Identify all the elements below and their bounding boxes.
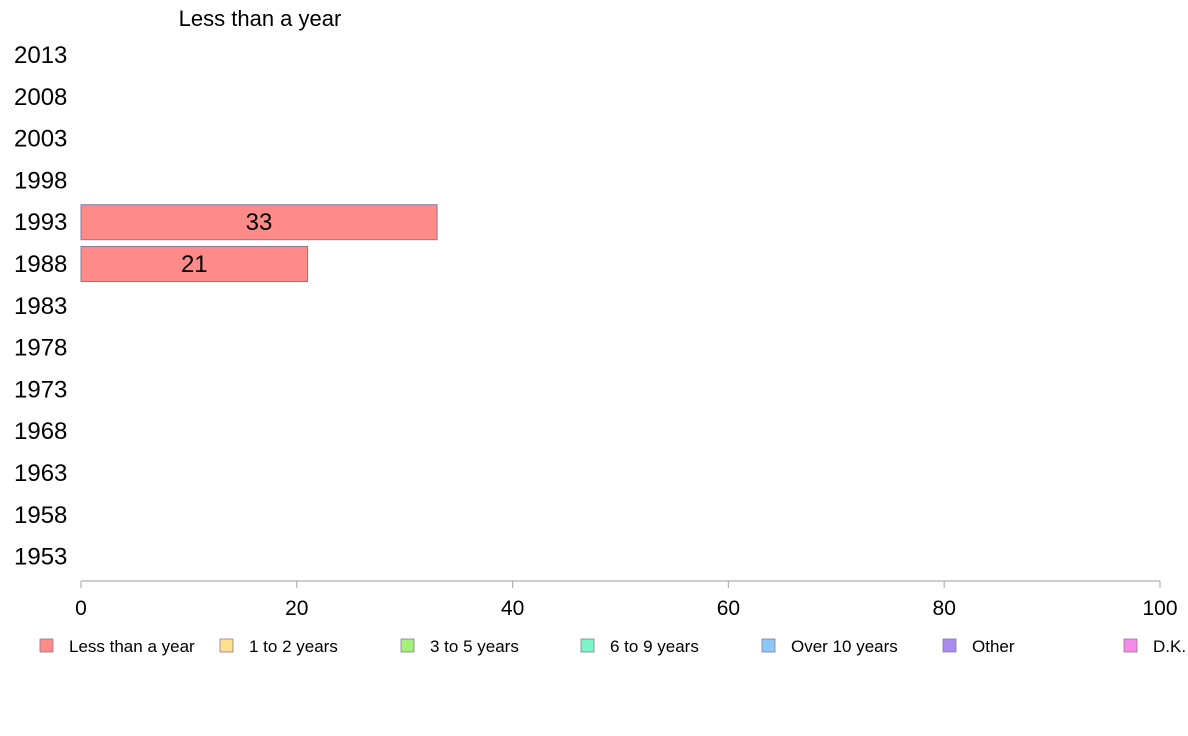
year-label-2013: 2013 [14, 42, 67, 69]
legend-label-2: 3 to 5 years [430, 637, 519, 656]
legend-label-4: Over 10 years [791, 637, 898, 656]
x-tick-label-60: 60 [717, 597, 740, 620]
x-tick-label-80: 80 [933, 597, 956, 620]
legend-swatch-3 [580, 638, 595, 653]
legend-swatch-0 [39, 638, 54, 653]
bar-1993-series-0 [80, 204, 438, 241]
legend-swatch-2 [400, 638, 415, 653]
data-label-1988: 21 [181, 251, 208, 278]
year-label-1983: 1983 [14, 293, 67, 320]
legend-swatch-4 [761, 638, 776, 653]
legend-label-0: Less than a year [69, 637, 195, 656]
data-label-1993: 33 [246, 209, 273, 236]
legend-label-3: 6 to 9 years [610, 637, 699, 656]
x-tick-label-100: 100 [1142, 597, 1177, 620]
year-label-1958: 1958 [14, 502, 67, 529]
year-label-1973: 1973 [14, 376, 67, 403]
year-label-1978: 1978 [14, 335, 67, 362]
x-tick-label-0: 0 [75, 597, 87, 620]
legend-swatch-1 [219, 638, 234, 653]
x-tick-label-20: 20 [285, 597, 308, 620]
year-label-2008: 2008 [14, 84, 67, 111]
year-label-1953: 1953 [14, 544, 67, 571]
year-label-1988: 1988 [14, 251, 67, 278]
year-labels: 2013 2008 2003 1998 1993 1988 1983 1978 1973 1968… [14, 42, 67, 571]
year-label-1963: 1963 [14, 460, 67, 487]
bar-1988-series-0 [80, 246, 309, 282]
year-label-1968: 1968 [14, 418, 67, 445]
legend-swatch-6 [1123, 638, 1138, 653]
chart-title: Less than a year [179, 6, 342, 31]
legend-swatch-5 [942, 638, 957, 653]
legend-label-1: 1 to 2 years [249, 637, 338, 656]
legend: Less than a year 1 to 2 years 3 to 5 years… [39, 637, 1186, 656]
legend-label-5: Other [972, 637, 1015, 656]
year-label-2003: 2003 [14, 126, 67, 153]
year-label-1993: 1993 [14, 209, 67, 236]
x-tick-label-40: 40 [501, 597, 524, 620]
x-axis: 0 20 40 60 80 100 [75, 580, 1178, 620]
bars: 33 21 [80, 204, 438, 282]
year-label-1998: 1998 [14, 167, 67, 194]
legend-label-6: D.K. [1153, 637, 1186, 656]
